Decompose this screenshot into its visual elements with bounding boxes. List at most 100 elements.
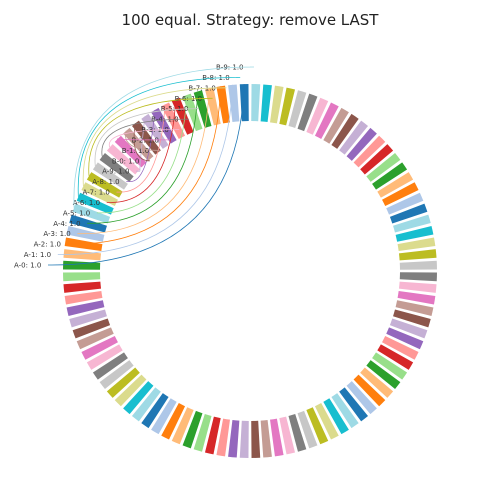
slice (386, 327, 424, 350)
slice (323, 398, 349, 435)
slice (131, 387, 161, 422)
slice (397, 291, 436, 305)
slice (161, 403, 186, 440)
label-leader-line (116, 138, 170, 141)
slice (228, 419, 240, 458)
label-leader-line (116, 104, 166, 193)
slice (306, 407, 329, 445)
slice (260, 419, 272, 458)
slice (64, 291, 103, 305)
slice (99, 152, 134, 182)
slice (360, 144, 394, 175)
slice (92, 162, 128, 190)
slice-label: A-0: 1.0 (14, 262, 41, 270)
slice (72, 318, 111, 339)
slice (260, 84, 272, 123)
slice-label: A-5: 1.0 (63, 209, 90, 217)
slice (270, 85, 284, 124)
slice (193, 414, 212, 452)
slice (151, 107, 177, 144)
label-leader-line (125, 130, 160, 151)
slice (216, 418, 230, 457)
slice (106, 144, 140, 175)
label-leader-line (73, 66, 255, 208)
label-leader-line (108, 129, 180, 148)
slice (399, 260, 437, 270)
slice (386, 192, 424, 215)
slice (63, 272, 101, 282)
slice (151, 398, 177, 435)
slice-label: A-6: 1.0 (73, 199, 100, 207)
slice-label: A-3: 1.0 (43, 230, 70, 238)
label-leader-line (136, 116, 146, 172)
slice (279, 416, 296, 455)
slice (377, 344, 414, 370)
label-leader-line (126, 109, 156, 182)
slice (398, 249, 437, 261)
slice (372, 162, 408, 190)
slice-label: A-1: 1.0 (24, 251, 51, 259)
slice (297, 93, 318, 132)
slice-label: A-9: 1.0 (102, 168, 129, 176)
slice (123, 381, 154, 415)
slice (297, 410, 318, 449)
slice (353, 374, 386, 407)
slice (63, 281, 102, 293)
slice (69, 309, 107, 328)
slice (389, 318, 428, 339)
slice (393, 309, 431, 328)
slice (393, 214, 431, 233)
label-leader-line (106, 99, 177, 203)
slice (399, 272, 437, 282)
label-leader-line (101, 118, 190, 157)
slice (63, 249, 102, 261)
slice (339, 387, 369, 422)
slice (182, 410, 203, 449)
slice (182, 93, 203, 132)
slice (366, 360, 401, 390)
slice (76, 327, 114, 350)
slice-label: B-1: 1.0 (122, 147, 150, 155)
slice (288, 90, 307, 128)
slice (389, 203, 428, 224)
label-leader-line (57, 84, 233, 255)
slice (131, 120, 161, 155)
slice-label: A-4: 1.0 (53, 220, 80, 228)
slice (123, 127, 154, 161)
slice-label: B-0: 1.0 (112, 157, 139, 165)
slice (398, 281, 437, 293)
slice (251, 84, 261, 122)
slice (171, 97, 194, 135)
slice (323, 107, 349, 144)
slice (171, 407, 194, 445)
slice (395, 300, 434, 317)
slice (270, 418, 284, 457)
slice (76, 192, 114, 215)
slice (314, 102, 339, 139)
slice (288, 414, 307, 452)
label-leader-line (88, 97, 213, 176)
slice (72, 203, 111, 224)
slice (377, 172, 414, 198)
slice (279, 87, 296, 126)
slice (353, 135, 386, 168)
slice (81, 335, 118, 360)
slice (86, 344, 123, 370)
label-leader-line (77, 77, 241, 197)
slice (99, 360, 134, 390)
slice (331, 393, 359, 429)
slice (193, 90, 212, 128)
label-leader-line (77, 88, 210, 235)
slice (366, 152, 401, 182)
slice (251, 420, 261, 458)
slice (331, 113, 359, 149)
slice (228, 84, 240, 123)
label-leader-line (94, 108, 199, 166)
slice (81, 182, 118, 207)
slice (397, 237, 436, 251)
label-leader-line (96, 95, 188, 214)
slice (114, 135, 147, 168)
slice-label: A-8: 1.0 (92, 178, 119, 186)
slice (141, 393, 169, 429)
slice (216, 85, 230, 124)
